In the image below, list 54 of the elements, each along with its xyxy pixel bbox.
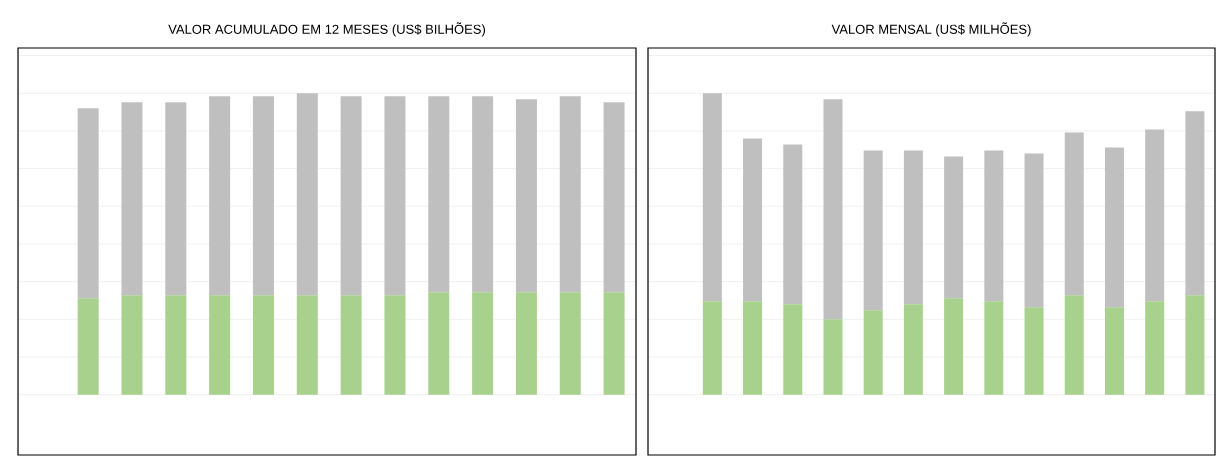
bar bbox=[783, 144, 803, 305]
bar bbox=[823, 99, 843, 320]
bar bbox=[77, 298, 99, 395]
bar bbox=[472, 96, 494, 293]
bar bbox=[702, 93, 722, 302]
bar bbox=[1185, 295, 1205, 395]
bar bbox=[384, 96, 406, 296]
bar bbox=[783, 304, 803, 395]
bar bbox=[515, 292, 537, 395]
bar bbox=[944, 156, 964, 299]
chart-title: VALOR ACUMULADO EM 12 MESES (US$ BILHÕES) bbox=[168, 22, 485, 37]
bar bbox=[1104, 147, 1124, 308]
bar bbox=[1024, 153, 1044, 308]
bar bbox=[603, 292, 625, 395]
bar bbox=[296, 295, 318, 395]
bar bbox=[903, 150, 923, 305]
bar bbox=[823, 319, 843, 395]
bar bbox=[121, 102, 143, 296]
bar bbox=[702, 301, 722, 395]
bar bbox=[1145, 129, 1165, 302]
bar bbox=[1185, 111, 1205, 296]
bar bbox=[984, 150, 1004, 302]
bar bbox=[340, 295, 362, 395]
bar bbox=[472, 292, 494, 395]
bar bbox=[209, 295, 231, 395]
bar bbox=[984, 301, 1004, 395]
bar bbox=[340, 96, 362, 296]
bar bbox=[863, 150, 883, 311]
bar bbox=[559, 96, 581, 293]
bar bbox=[863, 310, 883, 395]
bar bbox=[743, 138, 763, 302]
bar bbox=[384, 295, 406, 395]
bar bbox=[296, 93, 318, 296]
bar bbox=[1145, 301, 1165, 395]
bar bbox=[559, 292, 581, 395]
bar bbox=[903, 304, 923, 395]
bar bbox=[1104, 307, 1124, 395]
bar bbox=[1064, 132, 1084, 296]
bar bbox=[515, 99, 537, 293]
bar bbox=[944, 298, 964, 395]
chart-title: VALOR MENSAL (US$ MILHÕES) bbox=[831, 22, 1031, 37]
bar bbox=[252, 96, 274, 296]
bar bbox=[77, 108, 99, 299]
bar bbox=[209, 96, 231, 296]
bar bbox=[603, 102, 625, 293]
bar bbox=[428, 292, 450, 395]
bar bbox=[743, 301, 763, 395]
bar bbox=[165, 102, 187, 296]
bar bbox=[428, 96, 450, 293]
bar bbox=[1024, 307, 1044, 395]
bar bbox=[1064, 295, 1084, 395]
bar bbox=[165, 295, 187, 395]
bar bbox=[252, 295, 274, 395]
bar bbox=[121, 295, 143, 395]
